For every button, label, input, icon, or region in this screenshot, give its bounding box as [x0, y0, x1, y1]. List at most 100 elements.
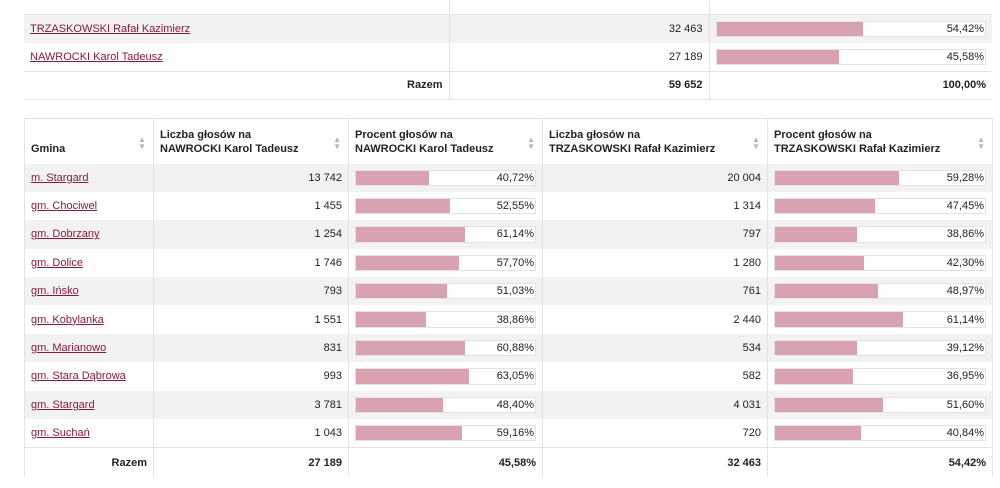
bar-track	[774, 254, 986, 272]
bar-track	[774, 283, 986, 300]
votes-nawrocki: 1 746	[153, 248, 349, 278]
gmina-link[interactable]: gm. Stara Dąbrowa	[31, 370, 126, 383]
pct-nawrocki: 51,03%	[496, 285, 534, 298]
bar-track	[715, 20, 986, 37]
footer-votes-trzaskowski: 32 463	[542, 446, 768, 478]
pct-nawrocki: 63,05%	[496, 370, 534, 383]
table-row: gm. Chociwel 1 455 52,55% 1 314 47,45%	[24, 191, 993, 221]
gmina-link[interactable]: gm. Ińsko	[31, 285, 79, 298]
bar-fill	[775, 340, 858, 356]
pct-nawrocki-bar: 40,72%	[348, 163, 543, 192]
summary-total-percent: 100,00%	[942, 79, 986, 92]
bar-track	[355, 311, 536, 328]
bar-track	[355, 169, 536, 186]
sort-arrows-icon[interactable]: ▲ ▼	[138, 134, 146, 151]
header-label: NAWROCKI Karol Tadeusz	[355, 142, 494, 155]
votes-trzaskowski: 4 031	[542, 390, 768, 420]
header-label: Gmina	[31, 142, 66, 155]
votes-nawrocki: 1 551	[153, 305, 349, 334]
summary-percent: 54,42%	[946, 22, 984, 35]
sort-arrows-icon[interactable]: ▲ ▼	[333, 134, 341, 151]
pct-trzaskowski-bar: 48,97%	[768, 277, 993, 305]
gmina-link[interactable]: gm. Stargard	[31, 398, 95, 411]
pct-trzaskowski: 38,86%	[946, 228, 984, 241]
pct-trzaskowski-bar: 61,14%	[768, 305, 993, 333]
pct-trzaskowski-bar: 59,28%	[768, 164, 993, 192]
votes-trzaskowski: 582	[542, 362, 768, 391]
table-row: gm. Kobylanka 1 551 38,86% 2 440 61,14%	[24, 305, 993, 334]
bar-track	[774, 197, 986, 215]
pct-trzaskowski: 47,45%	[946, 200, 984, 213]
bar-track	[355, 339, 536, 357]
pct-trzaskowski-bar: 36,95%	[768, 362, 993, 390]
pct-nawrocki: 60,88%	[496, 342, 534, 355]
table-row: gm. Stara Dąbrowa 993 63,05% 582 36,95%	[24, 362, 993, 391]
header-label: Liczba głosów na	[549, 128, 641, 141]
bar-fill	[356, 369, 469, 384]
bar-fill	[716, 21, 863, 36]
bar-track	[774, 226, 986, 243]
votes-trzaskowski: 720	[542, 419, 768, 448]
pct-nawrocki-bar: 61,14%	[348, 220, 543, 249]
bar-track	[355, 396, 536, 414]
gmina-link[interactable]: gm. Dobrzany	[31, 228, 100, 241]
bar-fill	[775, 397, 884, 413]
bar-track	[715, 48, 986, 65]
bar-fill	[356, 426, 462, 440]
gmina-link[interactable]: gm. Chociwel	[31, 200, 98, 213]
gmina-link[interactable]: gm. Suchań	[31, 426, 90, 439]
table-footer-row: Razem 27 189 45,58% 32 463 54,42%	[24, 446, 993, 478]
summary-total-label: Razem	[24, 71, 450, 100]
pct-nawrocki-bar: 48,40%	[348, 390, 543, 420]
bar-track	[774, 396, 986, 414]
candidate-link[interactable]: NAWROCKI Karol Tadeusz	[30, 50, 163, 63]
bar-fill	[356, 340, 465, 356]
header-label: Procent głosów na	[774, 128, 872, 141]
votes-nawrocki: 13 742	[153, 163, 349, 192]
footer-pct-nawrocki: 45,58%	[348, 446, 543, 478]
table-header-row: Gmina ▲ ▼ Liczba głosów na NAWROCKI Karol T…	[24, 118, 993, 164]
sort-arrows-icon[interactable]: ▲ ▼	[527, 134, 535, 151]
bar-fill	[356, 198, 451, 214]
pct-trzaskowski: 40,84%	[946, 426, 984, 439]
bar-track	[355, 254, 536, 272]
votes-nawrocki: 1 455	[153, 191, 349, 221]
header-pct-nawrocki[interactable]: Procent głosów na NAWROCKI Karol Tadeusz ▲…	[348, 118, 543, 164]
bar-fill	[775, 255, 864, 271]
votes-trzaskowski: 1 280	[542, 248, 768, 278]
header-votes-trzaskowski[interactable]: Liczba głosów na TRZASKOWSKI Rafał Kazimi…	[542, 118, 768, 164]
votes-nawrocki: 3 781	[153, 390, 349, 420]
sort-arrows-icon[interactable]: ▲ ▼	[977, 134, 985, 151]
pct-trzaskowski-bar: 39,12%	[768, 334, 993, 362]
summary-total-votes: 59 652	[449, 71, 710, 100]
header-pct-trzaskowski[interactable]: Procent głosów na TRZASKOWSKI Rafał Kazim…	[768, 119, 993, 164]
bar-fill	[775, 312, 904, 327]
summary-percent-bar: 45,58%	[709, 43, 992, 72]
votes-nawrocki: 831	[153, 333, 349, 363]
gmina-link[interactable]: gm. Marianowo	[31, 342, 107, 355]
pct-nawrocki-bar: 60,88%	[348, 333, 543, 363]
header-gmina[interactable]: Gmina ▲ ▼	[24, 118, 154, 164]
pct-trzaskowski-bar: 40,84%	[768, 419, 993, 447]
gmina-link[interactable]: gm. Kobylanka	[31, 313, 104, 326]
sort-arrows-icon[interactable]: ▲ ▼	[752, 134, 760, 151]
bar-fill	[775, 170, 900, 185]
votes-trzaskowski: 2 440	[542, 305, 768, 334]
candidate-link[interactable]: TRZASKOWSKI Rafał Kazimierz	[30, 22, 191, 35]
bar-track	[355, 368, 536, 385]
bar-track	[774, 311, 986, 328]
bar-track	[774, 169, 986, 186]
table-body: m. Stargard 13 742 40,72% 20 004 59,28% gm. C…	[24, 163, 993, 448]
bar-fill	[356, 255, 460, 271]
table-row: gm. Ińsko 793 51,03% 761 48,97%	[24, 277, 993, 306]
bar-fill	[775, 369, 853, 384]
header-votes-nawrocki[interactable]: Liczba głosów na NAWROCKI Karol Tadeusz ▲ ▼	[153, 118, 349, 164]
gmina-link[interactable]: gm. Dolice	[31, 256, 83, 269]
pct-nawrocki-bar: 38,86%	[348, 305, 543, 334]
pct-nawrocki: 57,70%	[496, 256, 534, 269]
header-label: NAWROCKI Karol Tadeusz	[160, 142, 299, 155]
pct-trzaskowski: 59,28%	[946, 171, 984, 184]
summary-row: NAWROCKI Karol Tadeusz 27 189 45,58%	[24, 42, 992, 72]
pct-nawrocki-bar: 51,03%	[348, 277, 543, 306]
gmina-link[interactable]: m. Stargard	[31, 171, 89, 184]
